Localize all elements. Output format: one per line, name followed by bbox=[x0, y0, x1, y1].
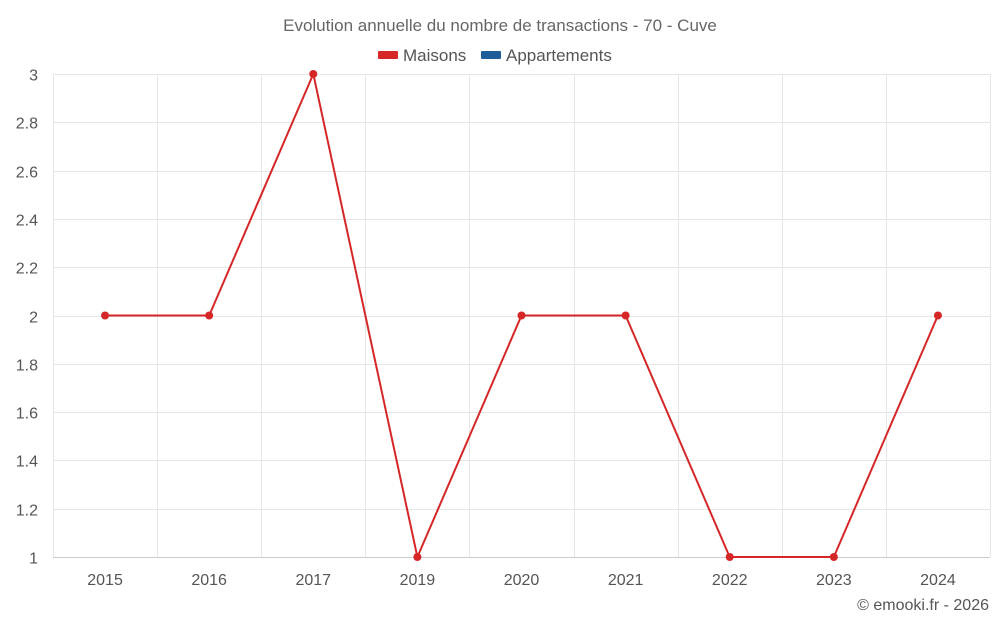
x-tick-label: 2024 bbox=[920, 572, 956, 589]
y-tick-label: 1.2 bbox=[16, 503, 38, 520]
legend: Maisons Appartements bbox=[378, 46, 612, 65]
data-point-maisons[interactable] bbox=[621, 311, 630, 320]
legend-item-maisons[interactable]: Maisons bbox=[378, 46, 466, 65]
x-tick-label: 2021 bbox=[608, 572, 644, 589]
legend-item-appartements[interactable]: Appartements bbox=[481, 46, 612, 65]
y-tick-label: 2.4 bbox=[16, 213, 38, 230]
data-point-maisons[interactable] bbox=[309, 70, 318, 78]
y-tick-label: 2.6 bbox=[16, 165, 38, 182]
y-tick-label: 2.8 bbox=[16, 116, 38, 133]
data-point-maisons[interactable] bbox=[829, 553, 838, 561]
data-point-maisons[interactable] bbox=[101, 311, 110, 320]
y-tick-label: 2 bbox=[29, 310, 38, 327]
x-tick-label: 2020 bbox=[504, 572, 540, 589]
x-tick-label: 2023 bbox=[816, 572, 852, 589]
x-tick-label: 2019 bbox=[400, 572, 436, 589]
data-point-maisons[interactable] bbox=[725, 553, 734, 561]
legend-swatch-appartements bbox=[481, 51, 501, 59]
y-tick-label: 2.2 bbox=[16, 261, 38, 278]
y-tick-label: 1.4 bbox=[16, 454, 38, 471]
x-tick-label: 2015 bbox=[87, 572, 123, 589]
y-tick-label: 1.8 bbox=[16, 358, 38, 375]
legend-label-appartements: Appartements bbox=[506, 46, 612, 65]
x-axis-ticks: 2015 2016 2017 2019 2020 2021 2022 2023 2024 bbox=[87, 572, 956, 589]
chart-title: Evolution annuelle du nombre de transact… bbox=[283, 16, 717, 35]
y-tick-label: 1 bbox=[29, 551, 38, 568]
data-point-maisons[interactable] bbox=[933, 311, 942, 320]
y-tick-label: 3 bbox=[29, 68, 38, 85]
series bbox=[101, 70, 942, 561]
data-point-maisons[interactable] bbox=[413, 553, 422, 561]
data-point-maisons[interactable] bbox=[517, 311, 526, 320]
x-tick-label: 2022 bbox=[712, 572, 748, 589]
y-axis-ticks: 1 1.2 1.4 1.6 1.8 2 2.2 2.4 2.6 2.8 3 bbox=[16, 68, 38, 568]
x-tick-label: 2017 bbox=[295, 572, 331, 589]
y-tick-label: 1.6 bbox=[16, 406, 38, 423]
x-tick-label: 2016 bbox=[191, 572, 227, 589]
copyright-footer: © emooki.fr - 2026 bbox=[857, 597, 989, 614]
legend-swatch-maisons bbox=[378, 51, 398, 59]
data-point-maisons[interactable] bbox=[205, 311, 214, 320]
legend-label-maisons: Maisons bbox=[403, 46, 466, 65]
